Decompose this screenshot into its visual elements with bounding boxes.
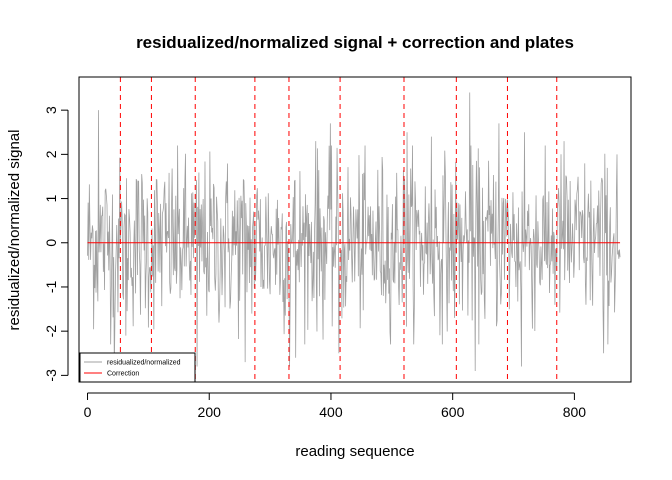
legend: residualized/normalized Correction <box>79 352 196 383</box>
y-axis: -3 -2 -1 0 1 2 3 <box>43 106 69 382</box>
y-tick-label: -2 <box>43 325 59 338</box>
x-tick-label: 200 <box>198 404 222 420</box>
y-tick-label: -1 <box>43 281 59 294</box>
x-axis: 0 200 400 600 800 <box>84 392 587 420</box>
plot-frame <box>78 76 632 383</box>
x-tick-label: 600 <box>441 404 465 420</box>
plot-area <box>87 77 621 382</box>
y-axis-label: residualized/normalized signal <box>6 130 23 331</box>
x-tick-label: 0 <box>84 404 92 420</box>
y-tick-label: 3 <box>43 106 59 114</box>
legend-label-residualized: residualized/normalized <box>107 360 181 367</box>
series-residualized-line <box>87 92 621 371</box>
x-axis-label: reading sequence <box>295 443 414 460</box>
legend-box <box>79 352 196 383</box>
y-tick-label: 0 <box>43 239 59 247</box>
x-tick-label: 400 <box>319 404 343 420</box>
legend-label-correction: Correction <box>107 371 139 378</box>
chart-title: residualized/normalized signal + correct… <box>136 33 574 52</box>
y-tick-label: -3 <box>43 369 59 382</box>
x-tick-label: 800 <box>563 404 587 420</box>
y-tick-label: 2 <box>43 150 59 158</box>
y-tick-label: 1 <box>43 194 59 202</box>
